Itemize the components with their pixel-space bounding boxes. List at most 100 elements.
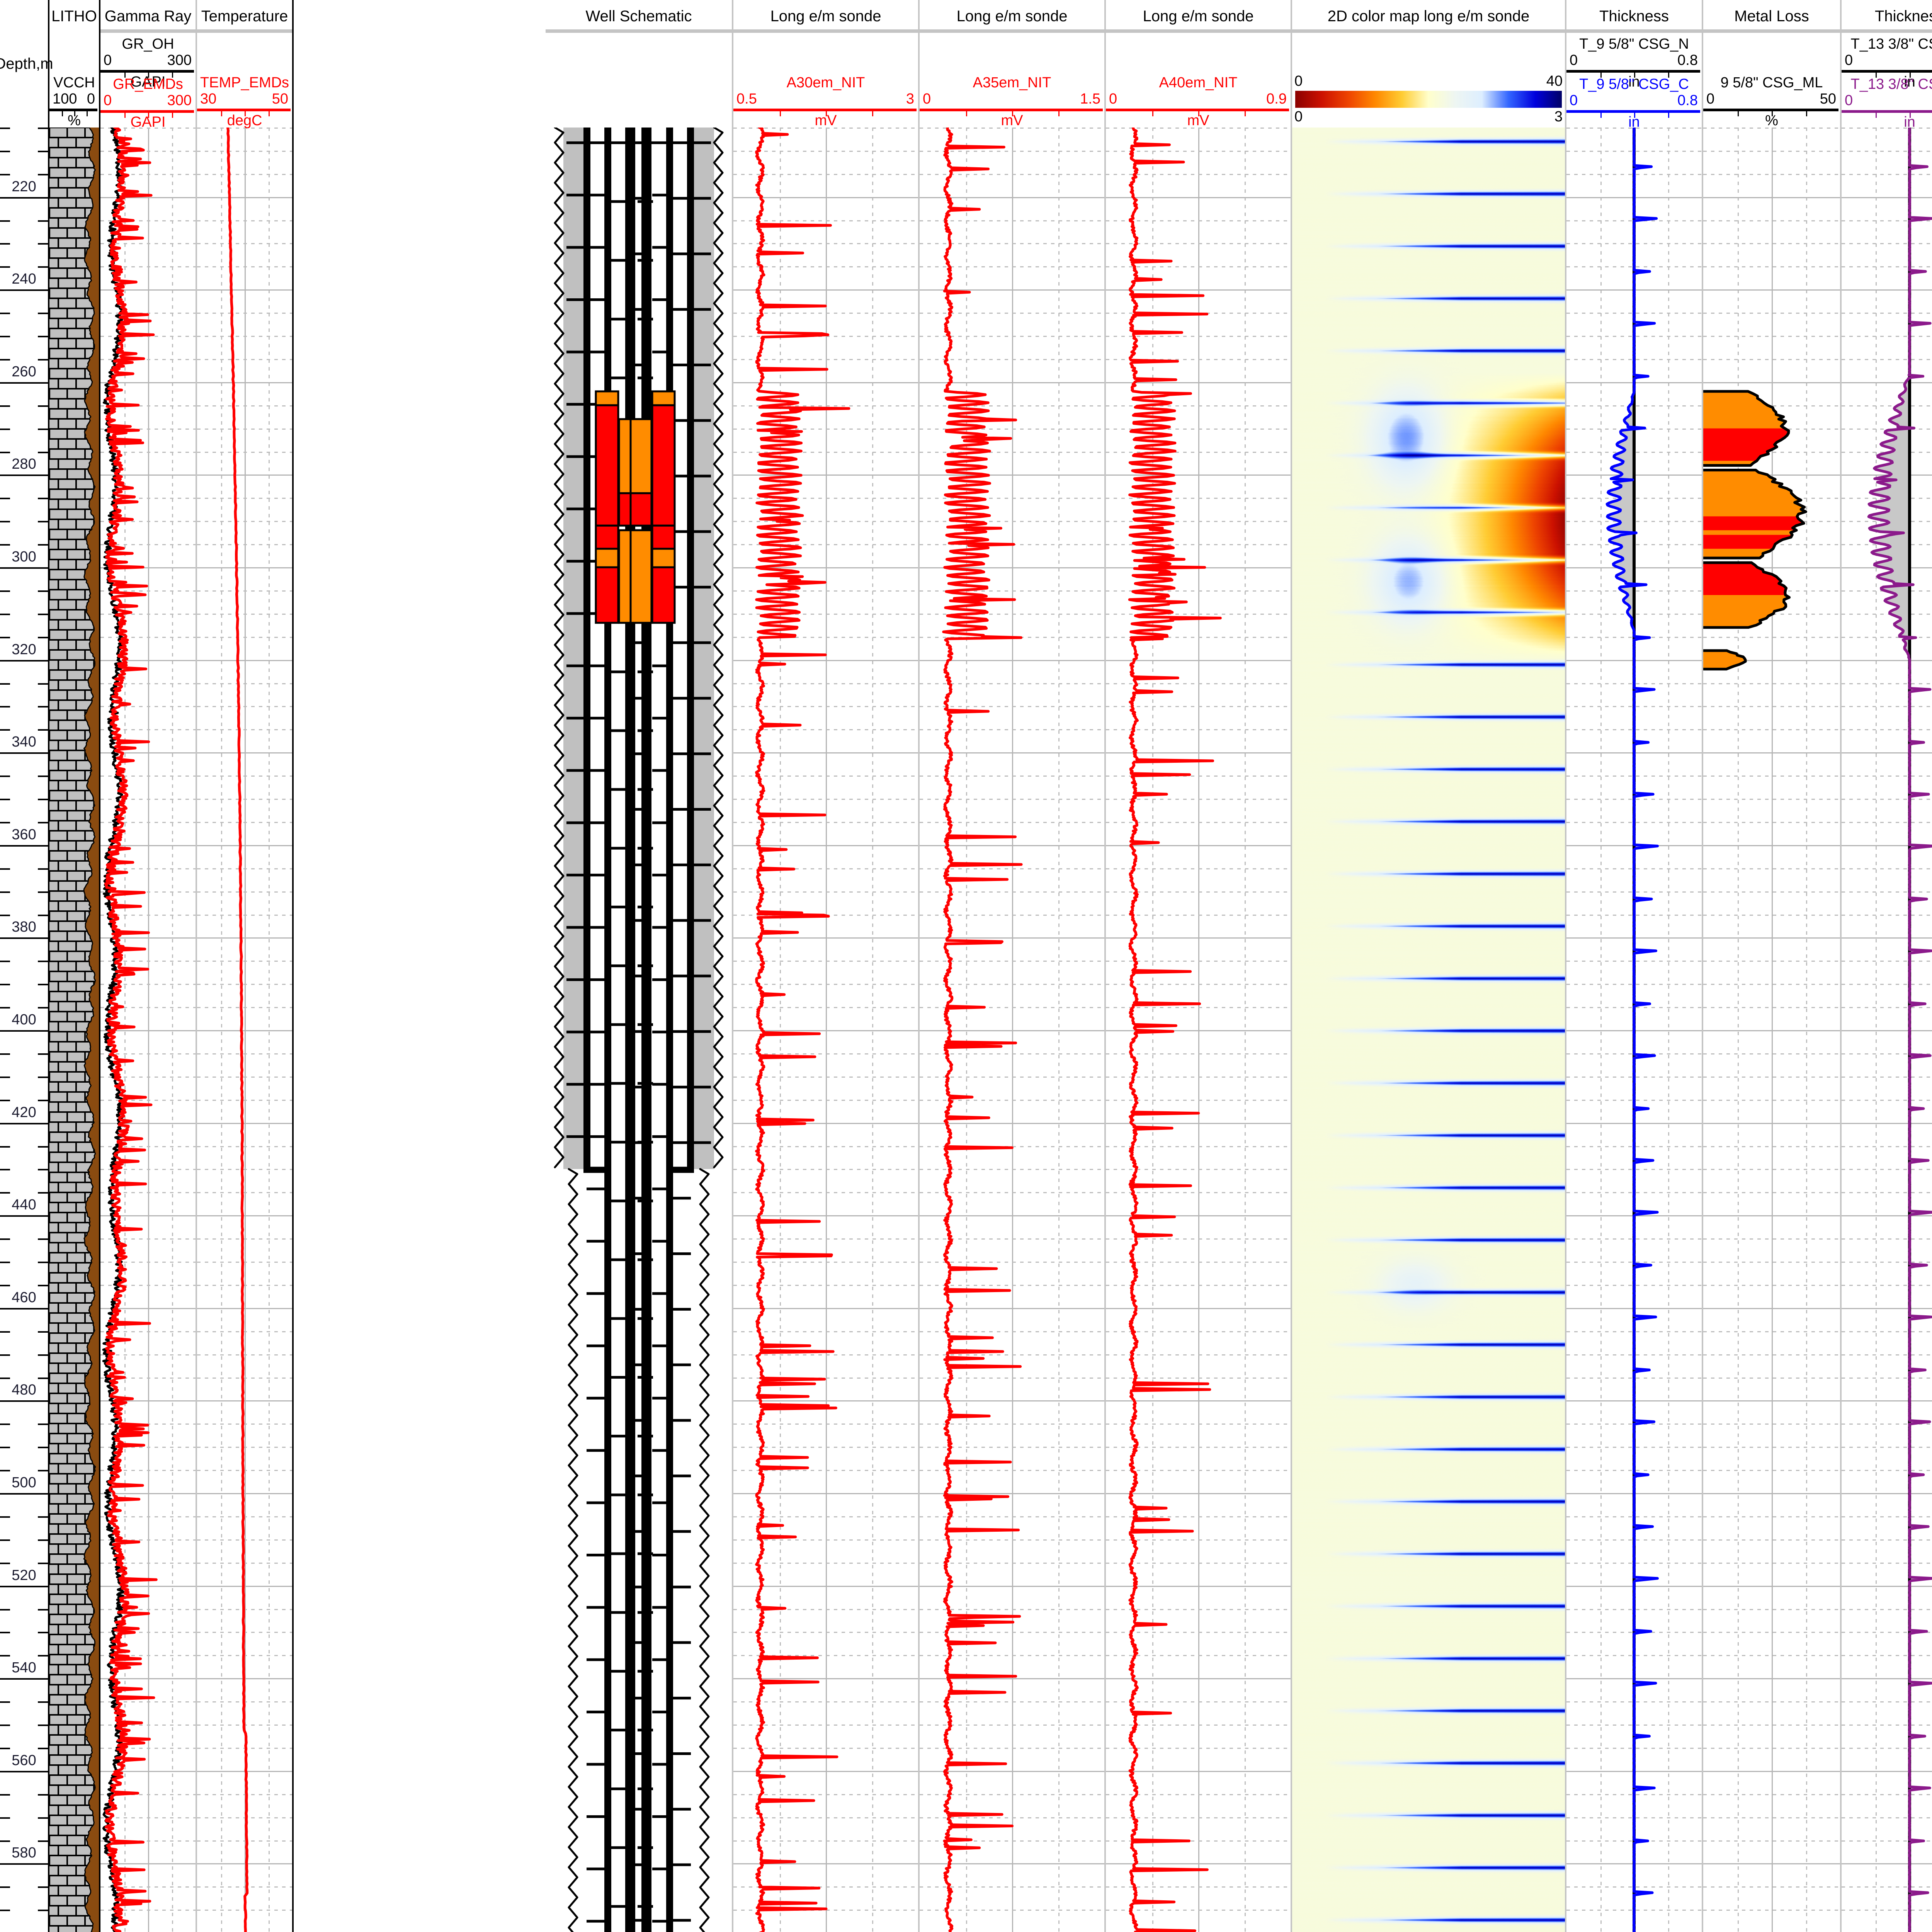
metal-loss-zone [1703,391,1789,466]
grid-line-horizontal [197,590,292,592]
depth-minor-tick [0,336,10,338]
casing-collar-tick [694,919,711,922]
grid-line-horizontal [920,1331,1104,1332]
depth-minor-tick [38,1539,48,1541]
casing-collar-tick [566,298,583,301]
grid-line-horizontal [733,1770,918,1772]
grid-line-horizontal [100,590,196,592]
grid-line-horizontal [1703,729,1840,731]
curve-mnemonic-litho-0: VCCH [53,75,95,91]
grid-line-horizontal [197,1794,292,1795]
track-thk1338[interactable] [1842,128,1932,1932]
grid-line-horizontal [100,1817,196,1818]
grid-line-horizontal [100,891,196,893]
grid-line-horizontal [733,1863,918,1865]
grid-line-horizontal [100,1007,196,1009]
casing-collar-tick [694,1085,711,1088]
axis-tick [221,111,222,116]
grid-line-horizontal [100,1493,196,1495]
casing-collar-tick [673,808,691,811]
grid-line-horizontal [920,173,1104,175]
grid-line-horizontal [1842,1262,1932,1263]
axis-tick [124,113,126,118]
grid-line-horizontal [1842,128,1932,129]
track-thk958[interactable] [1566,128,1703,1932]
grid-line-horizontal [1703,243,1840,245]
grid-line-horizontal [733,1493,918,1495]
grid-line-horizontal [1106,1585,1291,1587]
casing-collar-tick [587,1920,604,1923]
grid-line-horizontal [1106,845,1291,846]
grid-line-horizontal [920,1632,1104,1633]
grid-line-horizontal [1842,799,1932,800]
grid-line-vertical [221,128,222,1932]
track-temp[interactable] [197,128,294,1932]
depth-label: 460 [12,1289,36,1306]
track-scale-em40: A40em_NIT 0 0.9 mV [1106,33,1292,129]
track-title-thk1338: Thickness [1842,0,1932,33]
cement-annulus-left [563,128,583,1169]
grid-line-horizontal [197,984,292,985]
grid-line-horizontal [920,1817,1104,1818]
casing-collar-tick [652,664,668,667]
grid-line-horizontal [1106,868,1291,869]
grid-line-horizontal [1703,1725,1840,1726]
casing-collar-tick [609,318,625,321]
track-ml958[interactable] [1703,128,1842,1932]
grid-line-horizontal [920,1308,1104,1309]
casing-collar-tick [673,1697,691,1700]
grid-line-horizontal [1703,336,1840,337]
depth-minor-tick [0,1331,10,1333]
grid-line-horizontal [197,752,292,754]
grid-line-horizontal [100,150,196,152]
grid-line-horizontal [1703,776,1840,777]
track-em35[interactable] [920,128,1106,1932]
axis-tick [966,111,967,116]
track-em30[interactable] [733,128,920,1932]
casing-collar-tick [652,298,668,301]
casing-collar-tick [652,1449,668,1452]
grid-line-horizontal [1703,1354,1840,1355]
grid-line-horizontal [920,729,1104,731]
grid-line-horizontal [100,1030,196,1032]
casing-collar-tick [673,919,691,922]
depth-minor-tick [0,1609,10,1611]
inner-string-right [631,128,635,1932]
grid-line-horizontal [1106,1747,1291,1749]
grid-line-horizontal [100,220,196,221]
grid-line-horizontal [920,1886,1104,1888]
casing-collar-tick [673,363,691,366]
depth-minor-tick [0,1262,10,1264]
track-gr[interactable] [100,128,197,1932]
depth-minor-tick [0,1747,10,1749]
grid-line-horizontal [920,428,1104,430]
grid-line-horizontal [733,729,918,731]
grid-line-horizontal [1842,937,1932,939]
grid-line-horizontal [100,1910,196,1911]
grid-line-horizontal [197,150,292,152]
casing-collar-tick [609,1670,625,1673]
track-scale-litho: VCCH 100 0% [49,33,100,129]
casing-collar-tick [673,1419,691,1422]
track-title-em40: Long e/m sonde [1106,0,1292,33]
track-schematic[interactable] [546,128,733,1932]
depth-label: 500 [12,1475,36,1491]
grid-line-horizontal [1842,891,1932,893]
axis-tick [1876,113,1877,118]
grid-line-horizontal [1842,1331,1932,1332]
grid-line-horizontal [733,1308,918,1309]
track-colormap[interactable] [1292,128,1566,1932]
grid-line-horizontal [733,451,918,453]
grid-line-horizontal [100,937,196,939]
grid-line-horizontal [733,1701,918,1703]
track-em40[interactable] [1106,128,1292,1932]
grid-line-horizontal [1703,914,1840,916]
casing-collar-tick [566,194,583,197]
grid-line-horizontal [197,451,292,453]
grid-line-horizontal [1106,289,1291,291]
casing-collar-tick [587,1658,604,1661]
axis-tick [148,73,149,78]
casing-collar-tick [587,1554,604,1557]
grid-line-horizontal [733,1886,918,1888]
track-litho[interactable] [49,128,100,1932]
